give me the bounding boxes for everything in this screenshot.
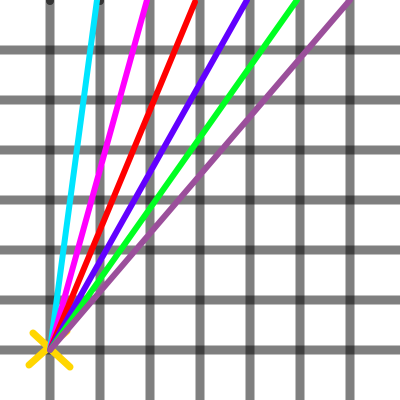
cyan-ray — [47, 0, 100, 353]
grid-line-horizontal — [0, 295, 400, 305]
grid-line-horizontal — [0, 145, 400, 155]
violet-ray — [47, 0, 250, 353]
purple-ray — [47, 0, 353, 353]
green-ray — [47, 0, 300, 353]
top-dot — [46, 0, 54, 5]
grid-line-horizontal — [0, 245, 400, 255]
grid-line-horizontal — [0, 345, 400, 355]
red-ray — [47, 0, 198, 353]
ray-group — [47, 0, 353, 353]
grid-line-horizontal — [0, 95, 400, 105]
grid-line-horizontal — [0, 195, 400, 205]
grid-horizontal-lines — [0, 45, 400, 355]
grid-line-horizontal — [0, 45, 400, 55]
magenta-ray — [47, 0, 150, 353]
